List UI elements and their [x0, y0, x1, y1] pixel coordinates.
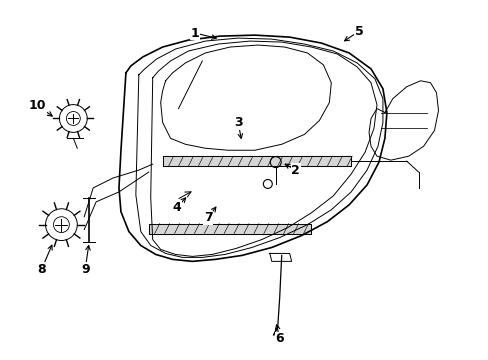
- Text: 6: 6: [275, 332, 284, 345]
- Text: 2: 2: [291, 163, 299, 176]
- Text: 4: 4: [172, 201, 181, 214]
- Text: 1: 1: [191, 27, 200, 40]
- Text: 10: 10: [29, 99, 46, 112]
- Text: 3: 3: [233, 116, 242, 129]
- Text: 5: 5: [354, 24, 363, 38]
- Text: 7: 7: [203, 211, 212, 224]
- Text: 8: 8: [37, 263, 46, 276]
- Text: 9: 9: [81, 263, 89, 276]
